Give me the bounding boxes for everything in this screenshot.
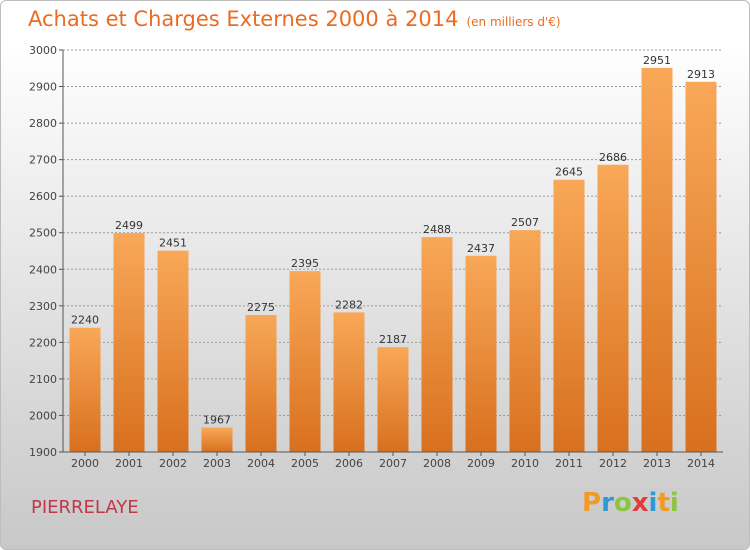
value-label: 2499 (115, 219, 143, 232)
bar-2010 (509, 230, 541, 452)
value-label: 2187 (379, 333, 407, 346)
y-tick-label: 2500 (29, 227, 57, 240)
x-tick-label: 2005 (291, 457, 319, 470)
bar-2011 (553, 179, 585, 452)
bar-2002 (157, 250, 189, 452)
bar-2000 (69, 327, 101, 452)
value-label: 2395 (291, 257, 319, 270)
value-label: 2488 (423, 223, 451, 236)
location-name: PIERRELAYE (31, 497, 139, 518)
x-tick-label: 2008 (423, 457, 451, 470)
x-tick-label: 2002 (159, 457, 187, 470)
logo-letter: P (582, 488, 602, 518)
y-tick-label: 2200 (29, 336, 57, 349)
bar-2006 (333, 312, 365, 452)
y-tick-label: 2100 (29, 373, 57, 386)
logo-letter: i (648, 488, 658, 518)
y-tick-label: 3000 (29, 44, 57, 57)
bar-2003 (201, 427, 233, 452)
chart-subtitle: (en milliers d'€) (466, 15, 561, 29)
value-label: 2282 (335, 298, 363, 311)
value-label: 2913 (687, 68, 715, 81)
x-tick-label: 2003 (203, 457, 231, 470)
x-tick-label: 2014 (687, 457, 715, 470)
x-tick-label: 2006 (335, 457, 363, 470)
logo-letter: o (613, 488, 632, 518)
bar-2008 (421, 237, 453, 452)
y-tick-label: 2400 (29, 263, 57, 276)
x-tick-label: 2010 (511, 457, 539, 470)
value-label: 2686 (599, 151, 627, 164)
logo-letter: r (601, 488, 614, 518)
x-tick-label: 2011 (555, 457, 583, 470)
y-tick-label: 2300 (29, 300, 57, 313)
y-tick-label: 2000 (29, 409, 57, 422)
x-tick-label: 2007 (379, 457, 407, 470)
value-label: 2240 (71, 314, 99, 327)
bar-2004 (245, 314, 277, 452)
value-label: 2507 (511, 216, 539, 229)
x-tick-label: 2009 (467, 457, 495, 470)
logo-letter: x (631, 488, 649, 518)
bar-2009 (465, 255, 497, 452)
y-tick-label: 2700 (29, 154, 57, 167)
y-tick-label: 1900 (29, 446, 57, 459)
bar-2013 (641, 67, 673, 452)
value-label: 1967 (203, 414, 231, 427)
value-label: 2437 (467, 242, 495, 255)
bar-2007 (377, 347, 409, 452)
logo-letter: i (669, 488, 679, 518)
x-tick-label: 2004 (247, 457, 275, 470)
proxiti-logo: Proxiti (582, 488, 679, 518)
x-tick-label: 2012 (599, 457, 627, 470)
value-label: 2645 (555, 166, 583, 179)
x-tick-label: 2013 (643, 457, 671, 470)
chart-title: Achats et Charges Externes 2000 à 2014 (28, 7, 459, 31)
bar-2012 (597, 164, 629, 452)
y-tick-label: 2900 (29, 81, 57, 94)
bar-2005 (289, 271, 321, 452)
chart-title-block: Achats et Charges Externes 2000 à 2014 (e… (28, 7, 561, 31)
value-label: 2951 (643, 54, 671, 67)
value-label: 2451 (159, 237, 187, 250)
bar-2001 (113, 233, 145, 452)
logo-letter: t (657, 488, 670, 518)
y-tick-label: 2600 (29, 190, 57, 203)
value-label: 2275 (247, 301, 275, 314)
bar-2014 (685, 81, 717, 452)
x-tick-label: 2000 (71, 457, 99, 470)
y-tick-label: 2800 (29, 117, 57, 130)
x-tick-label: 2001 (115, 457, 143, 470)
